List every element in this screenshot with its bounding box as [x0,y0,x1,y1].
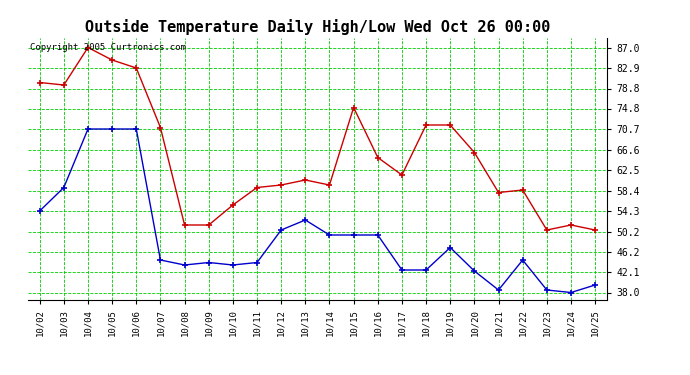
Text: Copyright 2005 Curtronics.com: Copyright 2005 Curtronics.com [30,43,186,52]
Title: Outside Temperature Daily High/Low Wed Oct 26 00:00: Outside Temperature Daily High/Low Wed O… [85,19,550,35]
